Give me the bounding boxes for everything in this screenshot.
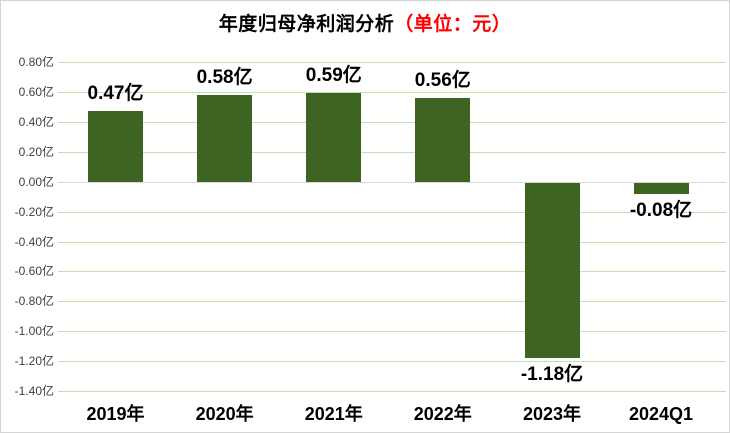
bar-2024Q1 xyxy=(633,182,689,194)
y-axis-tick-label: -0.60亿 xyxy=(14,264,54,279)
x-axis-label: 2020年 xyxy=(195,404,254,424)
bar-2022年 xyxy=(415,97,471,182)
gridline xyxy=(58,62,726,63)
bar-value-label: 0.58亿 xyxy=(196,66,253,88)
chart-title: 年度归母净利润分析（单位：元） xyxy=(1,12,729,38)
gridline xyxy=(58,151,726,153)
y-axis-tick-label: -1.20亿 xyxy=(14,354,54,369)
gridline xyxy=(58,241,726,243)
chart-title-main: 年度归母净利润分析 xyxy=(218,14,395,35)
bar-2021年 xyxy=(306,93,362,182)
y-axis-tick-label: -0.80亿 xyxy=(14,294,54,309)
y-axis-tick-label: 0.00亿 xyxy=(18,174,54,189)
gridline xyxy=(58,391,726,392)
y-axis-tick-label: 0.20亿 xyxy=(18,144,54,159)
bar-2019年 xyxy=(88,111,143,182)
bar-value-label: 0.56亿 xyxy=(414,69,471,91)
bar-2020年 xyxy=(197,94,253,182)
x-axis-label: 2023年 xyxy=(522,404,582,424)
chart-title-unit: （单位：元） xyxy=(394,14,512,35)
gridline xyxy=(58,331,726,333)
gridline xyxy=(58,301,726,303)
y-axis-tick-label: -1.40亿 xyxy=(14,384,54,398)
bar-value-label: 0.47亿 xyxy=(87,83,144,105)
gridline xyxy=(58,121,726,123)
y-axis-tick-label: 0.60亿 xyxy=(18,84,54,99)
bar-value-label: -0.08亿 xyxy=(629,199,693,221)
bar-2023年 xyxy=(524,182,580,359)
y-axis-tick-label: 0.80亿 xyxy=(18,55,54,69)
y-axis-tick-label: -0.40亿 xyxy=(14,234,54,249)
y-axis-tick-label: -1.00亿 xyxy=(14,324,54,339)
y-axis-tick-label: -0.20亿 xyxy=(14,204,54,219)
x-axis-label: 2019年 xyxy=(86,404,145,424)
bar-value-label: -1.18亿 xyxy=(520,364,584,386)
x-axis-label: 2021年 xyxy=(304,404,363,424)
zero-axis-line xyxy=(58,181,726,183)
gridline xyxy=(58,271,726,273)
gridline xyxy=(58,211,726,213)
bar-value-label: 0.59亿 xyxy=(305,65,362,87)
gridline xyxy=(58,361,726,363)
gridline xyxy=(58,91,726,93)
x-axis-label: 2024Q1 xyxy=(628,404,694,424)
y-axis-tick-label: 0.40亿 xyxy=(18,114,54,129)
x-axis-label: 2022年 xyxy=(413,404,472,424)
